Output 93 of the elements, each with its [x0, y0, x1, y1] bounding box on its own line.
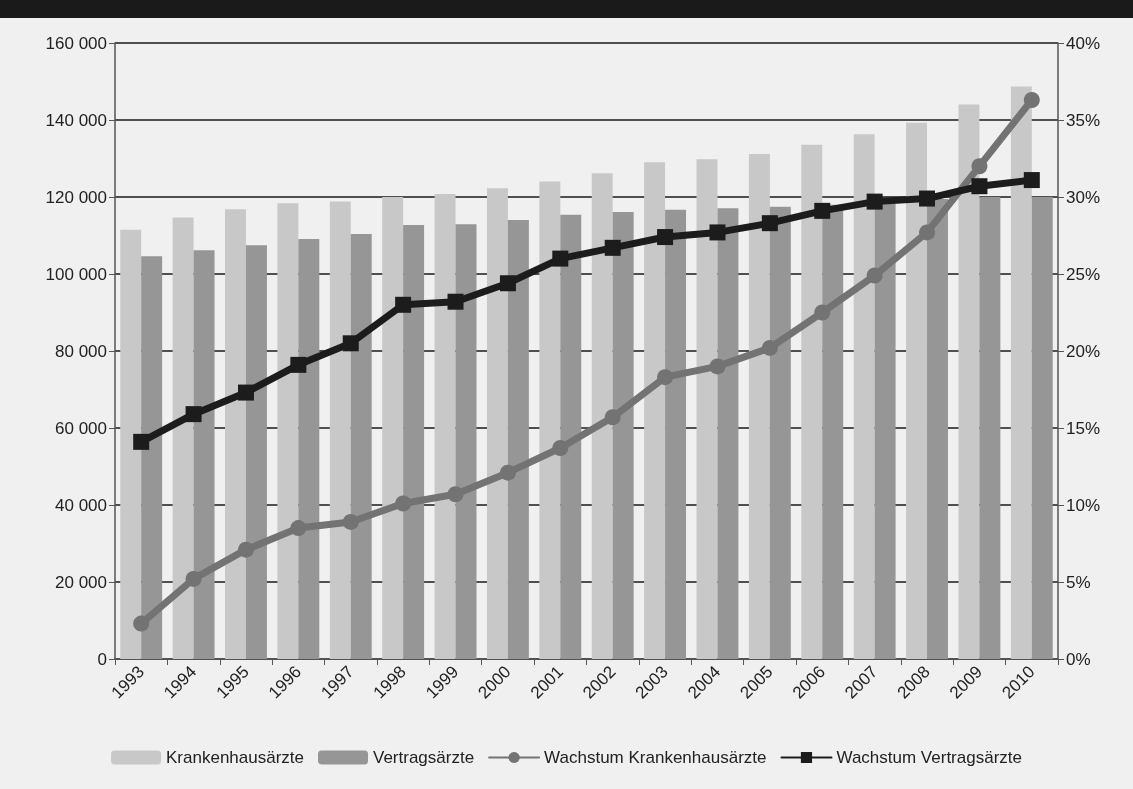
y-tick-label: 160 000 [45, 33, 107, 53]
bar [225, 209, 246, 659]
point [447, 293, 464, 310]
y2-tick-label: 25% [1066, 264, 1101, 284]
point [709, 358, 726, 375]
point [499, 275, 516, 292]
bar [801, 144, 823, 659]
bar [748, 153, 770, 659]
bar [120, 229, 142, 659]
point [395, 495, 412, 512]
bar [141, 256, 163, 659]
point [814, 202, 831, 219]
point [657, 369, 674, 386]
bar [769, 206, 791, 659]
point [552, 440, 569, 457]
point [761, 339, 778, 356]
bar [665, 209, 687, 659]
point [604, 409, 621, 426]
bar [539, 181, 561, 659]
point [185, 406, 202, 423]
y-tick-label: 40 000 [55, 495, 107, 515]
bar [1010, 86, 1032, 659]
bar [193, 250, 215, 659]
bar [277, 203, 299, 659]
point [342, 335, 359, 352]
y2-tick-label: 5% [1066, 572, 1091, 592]
legend-label: Vertragsärzte [373, 748, 475, 767]
point [866, 193, 883, 210]
point [290, 520, 307, 537]
point [133, 615, 150, 632]
y2-tick-label: 30% [1066, 187, 1101, 207]
point [657, 229, 674, 246]
point [866, 267, 883, 284]
point [395, 296, 412, 313]
bar [1031, 197, 1053, 659]
bar [958, 104, 980, 659]
bar [560, 214, 582, 659]
point [1023, 172, 1040, 189]
bar [696, 159, 718, 659]
point [919, 190, 936, 207]
bar [434, 193, 456, 659]
point [447, 486, 464, 503]
point [814, 304, 831, 321]
point [237, 541, 254, 558]
bar [853, 134, 875, 659]
bar [717, 208, 739, 659]
bar [906, 122, 928, 659]
y-tick-label: 120 000 [45, 187, 107, 207]
legend-label: Wachstum Vertragsärzte [836, 748, 1022, 767]
y-tick-label: 0 [97, 649, 107, 669]
y-tick-label: 100 000 [45, 264, 107, 284]
point [342, 513, 359, 530]
bar [403, 225, 425, 659]
point [761, 215, 778, 232]
y-tick-label: 80 000 [55, 341, 107, 361]
y2-tick-label: 20% [1066, 341, 1101, 361]
point [499, 464, 516, 481]
y-tick-label: 60 000 [55, 418, 107, 438]
bar [591, 173, 613, 659]
legend-label: Krankenhausärzte [166, 748, 305, 767]
bar [298, 238, 320, 659]
bar [612, 212, 634, 659]
bar [350, 233, 372, 659]
point [185, 570, 202, 587]
point [1023, 91, 1040, 108]
y-tick-label: 140 000 [45, 110, 107, 130]
point [552, 250, 569, 267]
legend-label: Wachstum Krankenhausärzte [544, 748, 767, 767]
bar [329, 201, 351, 659]
y2-tick-label: 10% [1066, 495, 1101, 515]
bar [927, 198, 948, 659]
y2-tick-label: 35% [1066, 110, 1101, 130]
bar [486, 188, 508, 659]
point [133, 433, 150, 450]
bar [245, 245, 267, 659]
point [971, 158, 988, 175]
point [971, 178, 988, 195]
y-tick-label: 20 000 [55, 572, 107, 592]
bar [822, 204, 844, 659]
point [604, 239, 621, 256]
y2-tick-label: 40% [1066, 33, 1101, 53]
y2-tick-label: 15% [1066, 418, 1101, 438]
point [290, 356, 307, 373]
bar [382, 197, 404, 659]
bar [979, 197, 1001, 659]
bar [507, 220, 529, 659]
point [709, 224, 726, 241]
bar [455, 224, 477, 659]
bar [172, 217, 194, 659]
y2-tick-label: 0% [1066, 649, 1091, 669]
point [919, 224, 936, 241]
point [237, 384, 254, 401]
bar [644, 162, 666, 659]
